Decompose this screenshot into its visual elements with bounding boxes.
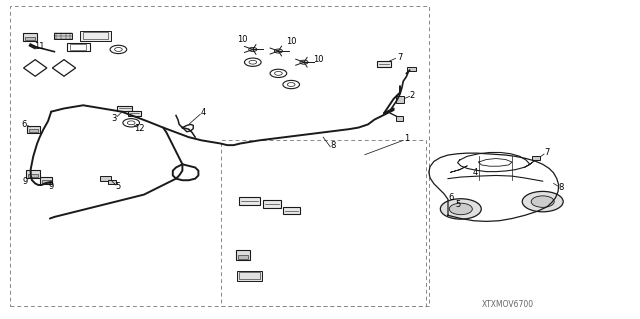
Text: 8: 8: [330, 141, 335, 150]
Bar: [83, 32, 108, 39]
Circle shape: [249, 48, 257, 51]
Bar: [283, 207, 300, 214]
Bar: [100, 176, 111, 181]
Bar: [263, 200, 281, 208]
Bar: [239, 272, 260, 279]
Text: 9: 9: [49, 182, 54, 191]
Text: 9: 9: [23, 177, 28, 186]
Text: 4: 4: [472, 168, 477, 177]
Text: 11: 11: [35, 42, 45, 51]
Text: 12: 12: [134, 124, 145, 133]
Text: 6: 6: [449, 193, 454, 202]
Circle shape: [300, 60, 308, 64]
Bar: [117, 106, 132, 111]
Bar: [377, 61, 391, 67]
Bar: [40, 177, 52, 184]
Bar: [80, 31, 111, 41]
Bar: [238, 255, 248, 259]
Bar: [27, 126, 40, 133]
Text: 5: 5: [116, 182, 121, 191]
Bar: [28, 174, 38, 177]
Text: 2: 2: [409, 91, 414, 100]
Bar: [407, 67, 416, 71]
Bar: [70, 44, 86, 50]
Bar: [26, 170, 40, 178]
Bar: [42, 180, 51, 183]
Bar: [108, 180, 116, 184]
Bar: [25, 37, 35, 40]
Bar: [396, 96, 404, 103]
Text: 10: 10: [237, 35, 247, 44]
Circle shape: [449, 203, 472, 215]
Text: 10: 10: [313, 55, 323, 63]
Bar: [239, 197, 260, 205]
Text: 5: 5: [455, 200, 460, 209]
Circle shape: [531, 196, 554, 207]
Bar: [236, 250, 250, 260]
Bar: [237, 271, 262, 281]
Text: 7: 7: [545, 148, 550, 157]
Bar: [67, 43, 90, 51]
Circle shape: [440, 199, 481, 219]
Bar: [532, 156, 540, 160]
Text: 1: 1: [404, 134, 409, 143]
Bar: [54, 33, 72, 39]
Text: 7: 7: [397, 53, 403, 62]
Text: 10: 10: [286, 37, 296, 46]
Text: 4: 4: [201, 108, 206, 117]
Bar: [29, 129, 38, 132]
Circle shape: [522, 191, 563, 212]
Bar: [396, 116, 403, 121]
Bar: [128, 111, 141, 116]
Text: 6: 6: [22, 120, 27, 129]
Circle shape: [275, 49, 282, 53]
Text: 8: 8: [559, 183, 564, 192]
Text: 3: 3: [111, 114, 116, 122]
Text: XTXMOV6700: XTXMOV6700: [481, 300, 534, 309]
Bar: [23, 33, 37, 41]
